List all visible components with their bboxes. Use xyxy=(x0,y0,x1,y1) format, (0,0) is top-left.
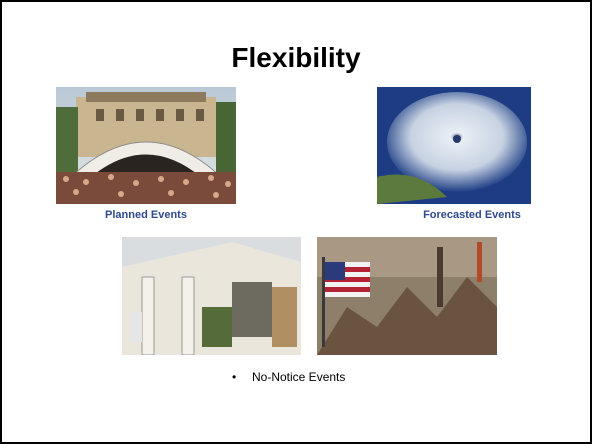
ruins-photo xyxy=(317,237,497,355)
photo-caption: Planned Events xyxy=(56,209,236,221)
slide-title: Flexibility xyxy=(2,42,590,74)
slide: Flexibility Planned Events Forecasted Ev… xyxy=(0,0,592,444)
damaged-house-photo xyxy=(122,237,301,355)
concert-photo xyxy=(56,87,236,204)
bullet-text: No-Notice Events xyxy=(252,370,345,384)
hurricane-photo xyxy=(377,87,531,204)
bullet-item: •No-Notice Events xyxy=(232,370,345,384)
photo-caption: Forecasted Events xyxy=(392,209,552,221)
